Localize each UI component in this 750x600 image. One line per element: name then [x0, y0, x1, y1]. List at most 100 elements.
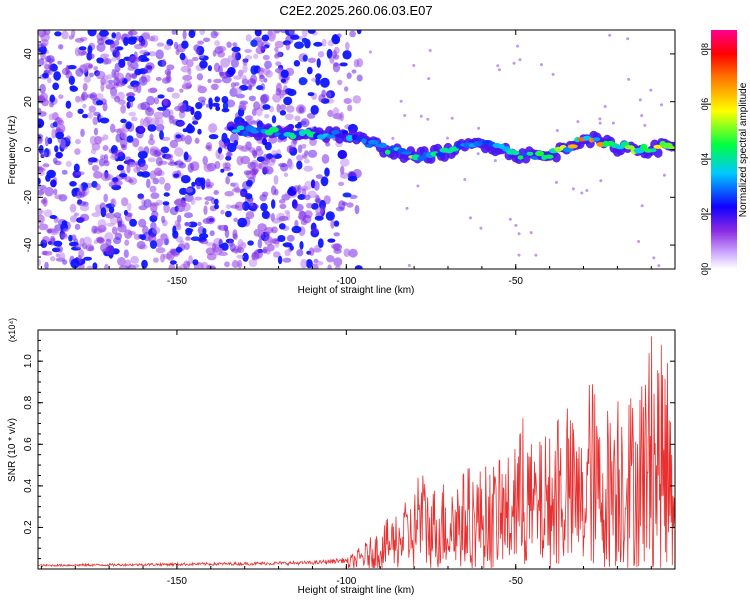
spectrogram-noise-blob	[118, 173, 128, 178]
spectrogram-noise-blob	[323, 195, 331, 205]
spectrogram-noise-blob	[214, 161, 221, 169]
spectrogram-noise-blob	[326, 91, 332, 99]
spectrogram-noise-blob	[165, 153, 174, 160]
spectrogram-noise-blob	[93, 171, 103, 179]
spectrogram-noise-blob	[59, 232, 68, 238]
signal-blob	[379, 142, 387, 148]
spectrogram-noise-blob	[280, 69, 289, 79]
spectrogram-noise-blob	[340, 158, 350, 167]
spectrogram-noise-blob	[314, 194, 319, 200]
spectrogram-noise-blob	[147, 87, 158, 94]
spectrogram-noise-blob	[232, 42, 238, 47]
spectrogram-noise-blob	[114, 46, 124, 51]
spectrogram-noise-blob	[297, 144, 303, 154]
spectrogram-noise-blob	[147, 124, 157, 132]
spectrogram-noise-blob	[61, 67, 71, 76]
spectrogram-noise-blob	[49, 102, 54, 108]
spectrogram-noise-blob	[88, 72, 94, 78]
spectrogram-noise-blob	[113, 212, 122, 219]
spectrogram-noise-blob	[49, 215, 58, 219]
signal-blob	[512, 150, 520, 156]
spectrogram-noise-blob	[69, 215, 78, 223]
spectrogram-noise-blob	[315, 207, 324, 215]
spectrogram-noise-blob	[179, 88, 184, 93]
spectrogram-noise-blob	[266, 244, 275, 252]
signal-blob	[455, 142, 462, 149]
signal-blob	[268, 126, 279, 133]
spectrogram-noise-blob	[261, 34, 270, 42]
spectrogram-noise-blob	[256, 85, 264, 91]
spectrogram-noise-blob	[307, 92, 315, 97]
spectrogram-noise-blob	[514, 223, 518, 227]
spectrogram-noise-blob	[512, 61, 516, 65]
spectrogram-noise-blob	[248, 84, 253, 91]
spectrogram-noise-blob	[125, 212, 133, 217]
spectrogram-noise-blob	[153, 257, 159, 263]
bottom-x-axis-label: Height of straight line (km)	[298, 585, 415, 596]
spectrogram-noise-blob	[201, 100, 206, 106]
spectrogram-noise-blob	[221, 132, 228, 143]
signal-blob	[650, 148, 657, 153]
signal-blob	[544, 154, 554, 159]
spectrogram-noise-blob	[194, 110, 202, 120]
spectrogram-noise-blob	[186, 59, 194, 68]
x-tick-label: -100	[336, 276, 356, 287]
spectrogram-noise-blob	[42, 236, 50, 244]
signal-blob	[345, 134, 354, 142]
spectrogram-noise-blob	[169, 139, 179, 149]
spectrogram-noise-blob	[123, 36, 129, 47]
spectrogram-noise-blob	[180, 65, 191, 73]
spectrogram-noise-blob	[251, 149, 258, 157]
spectrogram-noise-blob	[125, 121, 132, 130]
colorbar-tick-label: 0.0	[700, 263, 710, 276]
spectrogram-noise-blob	[296, 154, 304, 161]
spectrogram-noise-blob	[285, 113, 294, 121]
spectrogram-noise-blob	[96, 57, 104, 64]
spectrogram-noise-blob	[236, 247, 245, 254]
spectrogram-noise-blob	[273, 175, 279, 185]
spectrogram-noise-blob	[87, 158, 94, 166]
spectrogram-noise-blob	[193, 44, 201, 52]
spectrogram-noise-blob	[113, 149, 124, 157]
spectrogram-noise-blob	[46, 228, 52, 234]
spectrogram-noise-blob	[42, 163, 50, 168]
spectrogram-noise-blob	[55, 123, 66, 134]
spectrogram-noise-blob	[143, 199, 152, 208]
spectrogram-noise-blob	[296, 160, 303, 170]
spectrogram-noise-blob	[264, 141, 272, 151]
spectrogram-noise-blob	[657, 264, 661, 268]
signal-blob	[401, 151, 412, 155]
spectrogram-noise-blob	[115, 81, 125, 87]
spectrogram-noise-blob	[132, 137, 140, 148]
top-y-axis: -40 -20 0 20 40	[23, 29, 675, 270]
spectrogram-noise-blob	[154, 97, 160, 105]
spectrogram-noise-blob	[296, 249, 304, 257]
signal-blob	[231, 129, 241, 133]
spectrogram-noise-blob	[126, 92, 136, 98]
spectrogram-noise-blob	[165, 75, 172, 83]
spectrogram-noise-blob	[307, 57, 316, 63]
spectrogram-noise-blob	[284, 210, 291, 215]
spectrogram-noise-blob	[38, 94, 45, 103]
spectrogram-noise-blob	[356, 30, 362, 35]
spectrogram-noise-blob	[127, 202, 132, 212]
spectrogram-noise-blob	[293, 60, 301, 67]
spectrogram-noise-blob	[169, 159, 174, 165]
spectrogram-noise-blob	[516, 44, 520, 48]
spectrogram-noise-blob	[220, 209, 225, 215]
spectrogram-noise-blob	[93, 127, 99, 136]
spectrogram-noise-blob	[235, 93, 245, 99]
spectrogram-noise-blob	[207, 65, 212, 72]
spectrogram-noise-blob	[61, 145, 68, 150]
spectrogram-noise-blob	[311, 227, 319, 234]
spectrogram-noise-blob	[218, 224, 229, 231]
spectrogram-noise-blob	[300, 258, 308, 269]
spectrogram-noise-blob	[195, 102, 203, 110]
spectrogram-noise-blob	[200, 239, 209, 245]
signal-blob	[640, 143, 648, 151]
spectrogram-noise-blob	[157, 94, 165, 99]
spectrogram-noise-blob	[287, 161, 294, 170]
spectrogram-noise-blob	[649, 88, 653, 92]
spectrogram-noise-blob	[213, 78, 223, 84]
spectrogram-noise-blob	[310, 105, 319, 115]
